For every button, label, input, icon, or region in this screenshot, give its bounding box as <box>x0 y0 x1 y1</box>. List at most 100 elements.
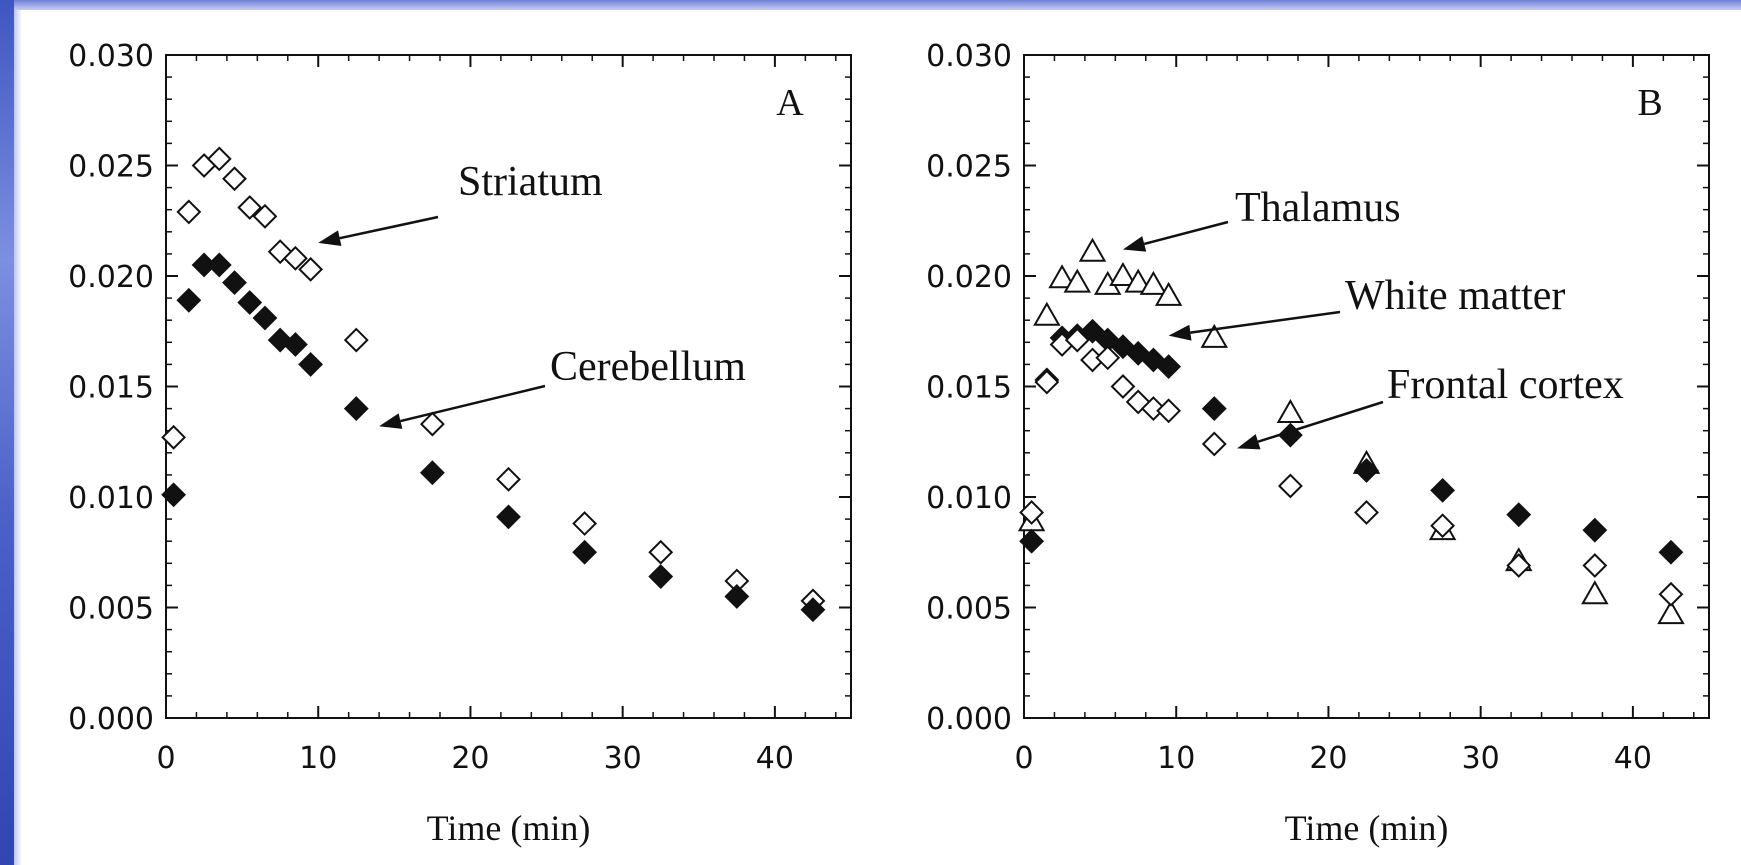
y-tick-label: 0.015 <box>926 371 1012 406</box>
x-tick-label: 0 <box>1014 741 1033 776</box>
data-point <box>1430 513 1456 539</box>
x-tick-label: 20 <box>451 741 489 776</box>
annotation-arrow <box>1257 400 1384 443</box>
data-point <box>1063 268 1092 293</box>
data-point <box>1033 301 1061 326</box>
data-point <box>282 332 308 357</box>
y-tick-label: 0.000 <box>68 702 154 737</box>
data-point <box>1110 374 1136 399</box>
data-point <box>1140 396 1166 422</box>
data-point <box>1276 399 1305 424</box>
data-point <box>343 327 369 353</box>
data-point <box>1019 528 1045 554</box>
data-point <box>724 584 750 609</box>
data-point <box>161 482 187 508</box>
x-tick-label: 20 <box>1309 741 1347 776</box>
data-point <box>1095 345 1121 371</box>
data-point <box>572 539 598 565</box>
y-tick-label: 0.000 <box>926 702 1012 737</box>
x-tick-label: 10 <box>299 741 337 776</box>
series-cerebellum <box>161 252 826 623</box>
data-point <box>1124 268 1152 293</box>
annotation-label: White matter <box>1345 273 1565 319</box>
data-point <box>298 351 324 377</box>
plot-frame <box>165 54 852 719</box>
data-point <box>222 270 247 296</box>
annotation-arrow <box>400 384 546 423</box>
annotation-arrow <box>339 215 439 240</box>
data-point <box>1582 517 1608 543</box>
data-point <box>206 146 232 172</box>
data-point <box>252 305 278 331</box>
data-point <box>1019 500 1045 525</box>
y-tick-label: 0.010 <box>926 481 1012 516</box>
annotation-arrow <box>1190 310 1341 334</box>
y-tick-label: 0.030 <box>68 39 154 74</box>
y-tick-label: 0.015 <box>68 371 154 406</box>
data-point <box>252 203 278 229</box>
data-point <box>1200 323 1229 348</box>
x-axis-title: Time (min) <box>427 808 591 848</box>
annotation-label: Striatum <box>458 159 603 205</box>
series-striatum <box>161 146 826 614</box>
panel-label: A <box>776 82 804 124</box>
data-point <box>1078 237 1107 262</box>
slide-top-band <box>0 0 1741 10</box>
data-point <box>1064 327 1090 353</box>
x-axis-title: Time (min) <box>1285 808 1449 848</box>
y-tick-label: 0.030 <box>926 39 1012 74</box>
annotation-label: Cerebellum <box>550 344 746 390</box>
data-point <box>237 195 263 220</box>
data-point <box>1154 281 1183 306</box>
y-tick-label: 0.005 <box>926 592 1012 627</box>
data-point <box>1658 539 1684 565</box>
data-point <box>648 539 674 565</box>
series-white-matter <box>1019 318 1684 565</box>
annotation-label: Thalamus <box>1235 185 1401 231</box>
x-tick-label: 30 <box>1462 741 1500 776</box>
annotation-arrow <box>1143 220 1229 246</box>
x-tick-label: 30 <box>604 741 642 776</box>
data-point <box>1277 473 1303 499</box>
annotation-label: Frontal cortex <box>1387 362 1624 408</box>
data-point <box>1354 458 1379 483</box>
x-tick-label: 40 <box>756 741 794 776</box>
series-frontal-cortex <box>1019 327 1684 607</box>
data-point <box>648 564 674 589</box>
data-point <box>1048 264 1076 289</box>
annotation-arrowhead <box>1237 434 1261 450</box>
data-point <box>1034 369 1060 395</box>
annotation-arrowhead <box>1122 236 1147 252</box>
data-point <box>176 287 202 313</box>
y-tick-label: 0.020 <box>926 260 1012 295</box>
data-point <box>298 256 324 282</box>
data-point <box>1582 553 1608 578</box>
data-point <box>161 424 187 450</box>
annotation-arrowhead <box>318 230 342 247</box>
data-point <box>1156 398 1182 424</box>
y-tick-label: 0.005 <box>68 592 154 627</box>
panel-label: B <box>1637 82 1662 124</box>
slide-side-band <box>0 0 14 865</box>
annotation-arrowhead <box>379 413 403 429</box>
data-point <box>1139 270 1168 295</box>
y-tick-label: 0.025 <box>926 150 1012 185</box>
data-point <box>282 245 308 271</box>
data-point <box>1156 354 1182 380</box>
data-point <box>1080 318 1105 344</box>
data-point <box>496 504 521 530</box>
y-tick-label: 0.010 <box>68 481 154 516</box>
chart-panel-b: 0.000 0.005 0.010 0.015 0.020 0.025 0.030 0 10 20… <box>926 39 1710 848</box>
data-point <box>237 290 263 315</box>
data-point <box>1658 581 1684 607</box>
data-point <box>1430 477 1456 503</box>
data-point <box>1354 500 1379 525</box>
y-tick-label: 0.025 <box>68 150 154 185</box>
y-tick-label: 0.020 <box>68 260 154 295</box>
data-point <box>496 466 521 492</box>
data-point <box>1506 553 1532 578</box>
x-tick-label: 0 <box>156 741 175 776</box>
x-tick-label: 10 <box>1157 741 1195 776</box>
data-point <box>1201 431 1227 457</box>
